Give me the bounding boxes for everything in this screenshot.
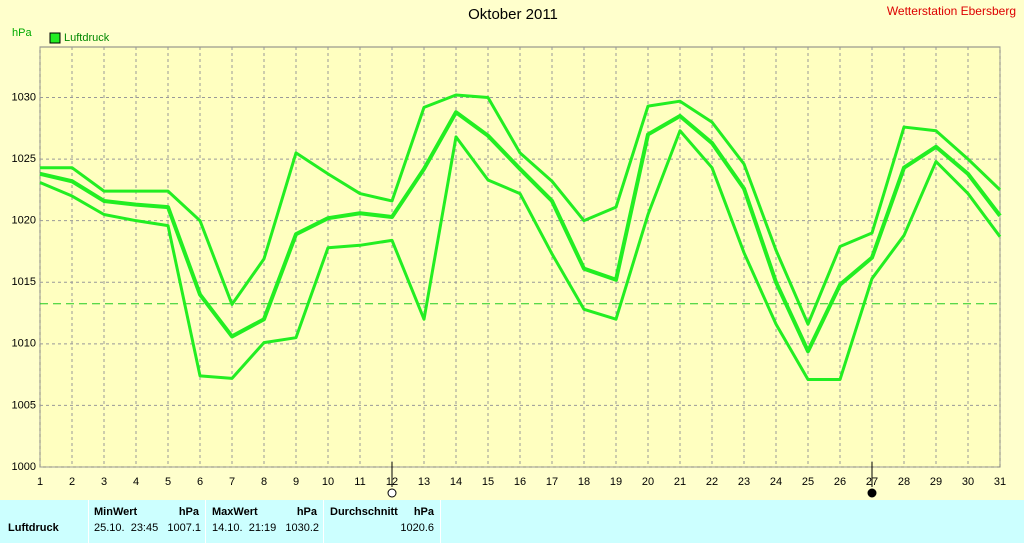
x-tick-label: 6 — [197, 476, 203, 488]
col-time: 25.10. 23:45 — [94, 522, 159, 534]
col-name: MinWert — [94, 506, 138, 518]
col-name: Durchschnitt — [330, 506, 398, 518]
avg-col: Durchschnitt hPa 1020.6 — [324, 500, 441, 543]
x-tick-label: 23 — [738, 476, 750, 488]
x-tick-label: 3 — [101, 476, 107, 488]
x-tick-label: 4 — [133, 476, 139, 488]
x-tick-label: 28 — [898, 476, 910, 488]
col-name: MaxWert — [212, 506, 258, 518]
y-tick-label: 1010 — [12, 338, 36, 350]
marker — [387, 488, 397, 498]
x-tick-label: 1 — [37, 476, 43, 488]
x-tick-label: 24 — [770, 476, 782, 488]
x-tick-label: 21 — [674, 476, 686, 488]
row-label: Luftdruck — [8, 522, 59, 534]
x-tick-label: 29 — [930, 476, 942, 488]
y-label: hPa — [12, 27, 32, 39]
x-tick-label: 17 — [546, 476, 558, 488]
chart-title: Oktober 2011 — [468, 6, 558, 23]
x-tick-label: 31 — [994, 476, 1006, 488]
x-tick-label: 10 — [322, 476, 334, 488]
col-unit: hPa — [178, 506, 199, 518]
x-tick-label: 16 — [514, 476, 526, 488]
marker — [867, 488, 877, 498]
x-tick-label: 11 — [354, 476, 365, 488]
y-tick-label: 1005 — [12, 399, 36, 411]
y-tick-label: 1030 — [12, 91, 36, 103]
x-tick-label: 20 — [642, 476, 654, 488]
y-tick-label: 1025 — [12, 153, 36, 165]
col-value: 1030.2 — [285, 522, 319, 534]
col-unit: hPa — [413, 506, 434, 518]
x-tick-label: 26 — [834, 476, 846, 488]
x-tick-label: 19 — [610, 476, 622, 488]
x-tick-label: 13 — [418, 476, 430, 488]
row-label-col: Luftdruck — [0, 500, 89, 543]
series-line — [39, 110, 1002, 354]
x-tick-label: 9 — [293, 476, 299, 488]
col-unit: hPa — [296, 506, 317, 518]
col-value: 1007.1 — [167, 522, 201, 534]
x-tick-label: 2 — [69, 476, 75, 488]
legend-label: Luftdruck — [64, 32, 110, 44]
x-tick-label: 15 — [482, 476, 494, 488]
chart: Oktober 2011 Wetterstation Ebersberg hPa… — [12, 4, 1016, 498]
x-tick-label: 5 — [165, 476, 171, 488]
x-tick-label: 7 — [229, 476, 235, 488]
x-tick-label: 25 — [802, 476, 814, 488]
summary-table: Luftdruck MinWert hPa 25.10. 23:45 1007.… — [0, 500, 1024, 543]
x-tick-label: 30 — [962, 476, 974, 488]
col-time: 14.10. 21:19 — [212, 522, 277, 534]
y-tick-label: 1000 — [12, 461, 36, 473]
x-tick-label: 14 — [450, 476, 462, 488]
x-tick-label: 8 — [261, 476, 267, 488]
x-tick-label: 22 — [706, 476, 718, 488]
col-value: 1020.6 — [400, 522, 434, 534]
x-tick-label: 18 — [578, 476, 590, 488]
max-col: MaxWert hPa 14.10. 21:19 1030.2 — [206, 500, 324, 543]
y-tick-label: 1015 — [12, 276, 36, 288]
min-col: MinWert hPa 25.10. 23:45 1007.1 — [89, 500, 206, 543]
station: Wetterstation Ebersberg — [887, 4, 1016, 18]
y-tick-label: 1020 — [12, 215, 36, 227]
series-line — [40, 93, 1002, 326]
legend-swatch — [49, 32, 61, 44]
series-line — [39, 129, 1002, 382]
